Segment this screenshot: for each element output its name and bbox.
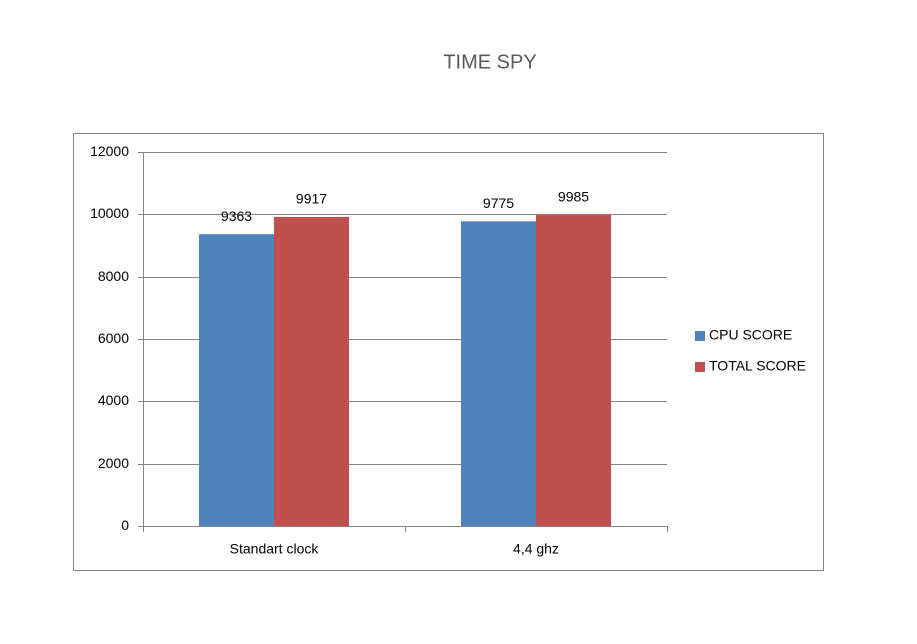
legend-label: CPU SCORE — [709, 327, 792, 343]
chart-title: TIME SPY — [443, 51, 536, 73]
data-label: 9985 — [558, 189, 589, 205]
data-label: 9917 — [296, 191, 327, 207]
y-tick-label: 4000 — [98, 392, 129, 408]
bar — [199, 234, 274, 526]
y-tick-label: 12000 — [90, 143, 129, 159]
legend-label: TOTAL SCORE — [709, 358, 806, 374]
chart-frame — [73, 133, 824, 571]
y-tick-label: 0 — [121, 517, 129, 533]
bar — [461, 221, 536, 527]
data-label: 9775 — [483, 195, 514, 211]
y-tick-label: 8000 — [98, 268, 129, 284]
y-tick-label: 10000 — [90, 205, 129, 221]
x-tick-label: Standart clock — [230, 541, 320, 557]
data-label: 9363 — [221, 208, 252, 224]
x-tick-label: 4,4 ghz — [513, 541, 559, 557]
y-tick-label: 2000 — [98, 455, 129, 471]
y-tick-label: 6000 — [98, 330, 129, 346]
legend-swatch — [695, 362, 705, 372]
legend-swatch — [695, 331, 705, 341]
bar — [274, 216, 349, 526]
bar — [536, 214, 611, 526]
